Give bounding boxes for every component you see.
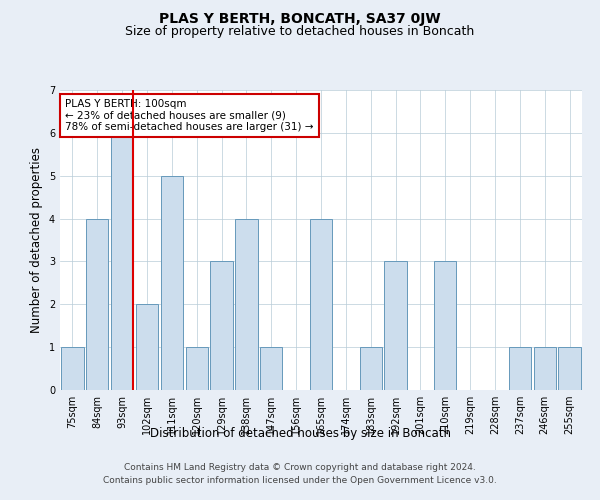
Bar [359,347,382,390]
Bar [509,347,531,390]
Bar [61,347,83,390]
Bar [559,347,581,390]
Bar [533,347,556,390]
Bar [235,218,257,390]
Bar [111,133,133,390]
Bar [185,347,208,390]
Text: PLAS Y BERTH, BONCATH, SA37 0JW: PLAS Y BERTH, BONCATH, SA37 0JW [159,12,441,26]
Bar [161,176,183,390]
Bar [86,218,109,390]
Bar [434,262,457,390]
Text: Distribution of detached houses by size in Boncath: Distribution of detached houses by size … [149,428,451,440]
Bar [385,262,407,390]
Y-axis label: Number of detached properties: Number of detached properties [31,147,43,333]
Bar [260,347,283,390]
Text: Contains public sector information licensed under the Open Government Licence v3: Contains public sector information licen… [103,476,497,485]
Bar [310,218,332,390]
Bar [211,262,233,390]
Text: Size of property relative to detached houses in Boncath: Size of property relative to detached ho… [125,25,475,38]
Text: Contains HM Land Registry data © Crown copyright and database right 2024.: Contains HM Land Registry data © Crown c… [124,464,476,472]
Text: PLAS Y BERTH: 100sqm
← 23% of detached houses are smaller (9)
78% of semi-detach: PLAS Y BERTH: 100sqm ← 23% of detached h… [65,99,314,132]
Bar [136,304,158,390]
